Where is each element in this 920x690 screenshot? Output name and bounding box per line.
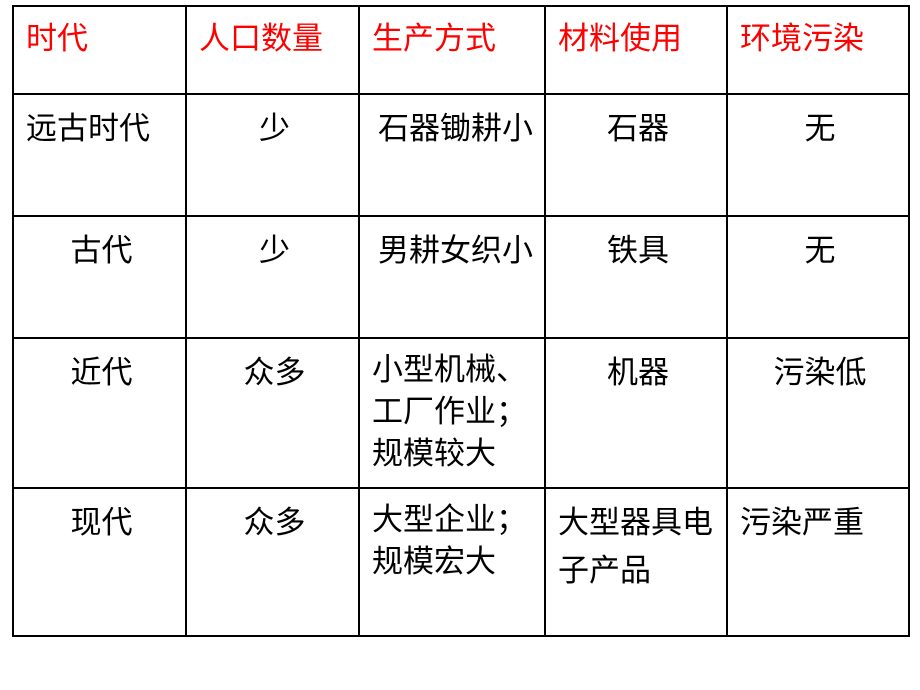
cell-pollution: 无 [727, 94, 909, 216]
cell-production: 石器锄耕小 [359, 94, 545, 216]
cell-era: 现代 [13, 488, 186, 636]
cell-material: 石器 [545, 94, 727, 216]
cell-material: 机器 [545, 338, 727, 488]
table-header-row: 时代 人口数量 生产方式 材料使用 环境污染 [13, 6, 909, 94]
header-era: 时代 [13, 6, 186, 94]
cell-production: 小型机械、工厂作业；规模较大 [359, 338, 545, 488]
cell-population: 众多 [186, 488, 359, 636]
cell-production: 男耕女织小 [359, 216, 545, 338]
era-comparison-table: 时代 人口数量 生产方式 材料使用 环境污染 远古时代 少 石器锄耕小 石器 无… [12, 5, 910, 637]
cell-pollution: 无 [727, 216, 909, 338]
cell-era: 远古时代 [13, 94, 186, 216]
cell-population: 少 [186, 216, 359, 338]
cell-era: 近代 [13, 338, 186, 488]
cell-era: 古代 [13, 216, 186, 338]
cell-population: 众多 [186, 338, 359, 488]
cell-pollution: 污染严重 [727, 488, 909, 636]
table-row: 现代 众多 大型企业；规模宏大 大型器具电子产品 污染严重 [13, 488, 909, 636]
cell-production: 大型企业；规模宏大 [359, 488, 545, 636]
header-pollution: 环境污染 [727, 6, 909, 94]
cell-population: 少 [186, 94, 359, 216]
cell-material: 大型器具电子产品 [545, 488, 727, 636]
table-row: 近代 众多 小型机械、工厂作业；规模较大 机器 污染低 [13, 338, 909, 488]
table-row: 远古时代 少 石器锄耕小 石器 无 [13, 94, 909, 216]
header-material: 材料使用 [545, 6, 727, 94]
cell-material: 铁具 [545, 216, 727, 338]
header-production: 生产方式 [359, 6, 545, 94]
table-row: 古代 少 男耕女织小 铁具 无 [13, 216, 909, 338]
cell-pollution: 污染低 [727, 338, 909, 488]
header-population: 人口数量 [186, 6, 359, 94]
